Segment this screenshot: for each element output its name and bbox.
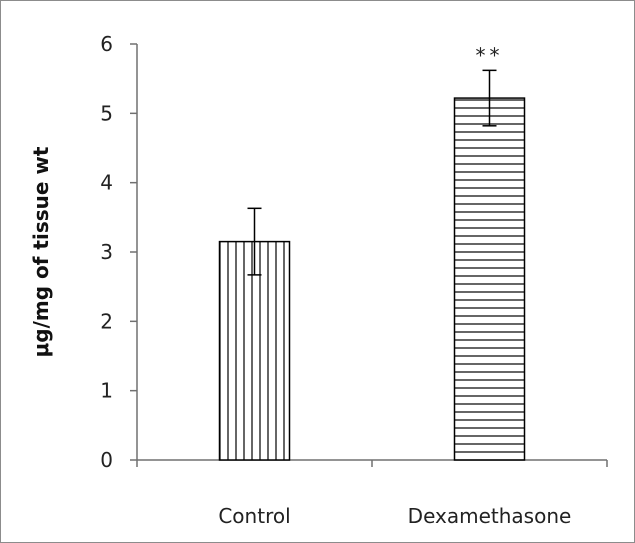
y-tick-label-4: 4 [100, 171, 113, 195]
bar-control [219, 241, 290, 460]
y-tick-label-2: 2 [100, 309, 113, 333]
plot-layer: 0 1 2 3 4 5 6 Control ** Dexamethasone [100, 32, 608, 528]
x-category-label-control: Control [218, 504, 290, 528]
y-tick-label-1: 1 [100, 379, 113, 403]
significance-label-dexamethasone: ** [476, 43, 504, 67]
y-tick-label-6: 6 [100, 32, 113, 56]
y-tick-label-5: 5 [100, 101, 113, 125]
y-axis-label: μg/mg of tissue wt [29, 146, 53, 357]
x-category-label-dexamethasone: Dexamethasone [408, 504, 572, 528]
y-tick-label-0: 0 [100, 448, 113, 472]
y-tick-label-3: 3 [100, 240, 113, 264]
bar-dexamethasone [454, 98, 525, 460]
